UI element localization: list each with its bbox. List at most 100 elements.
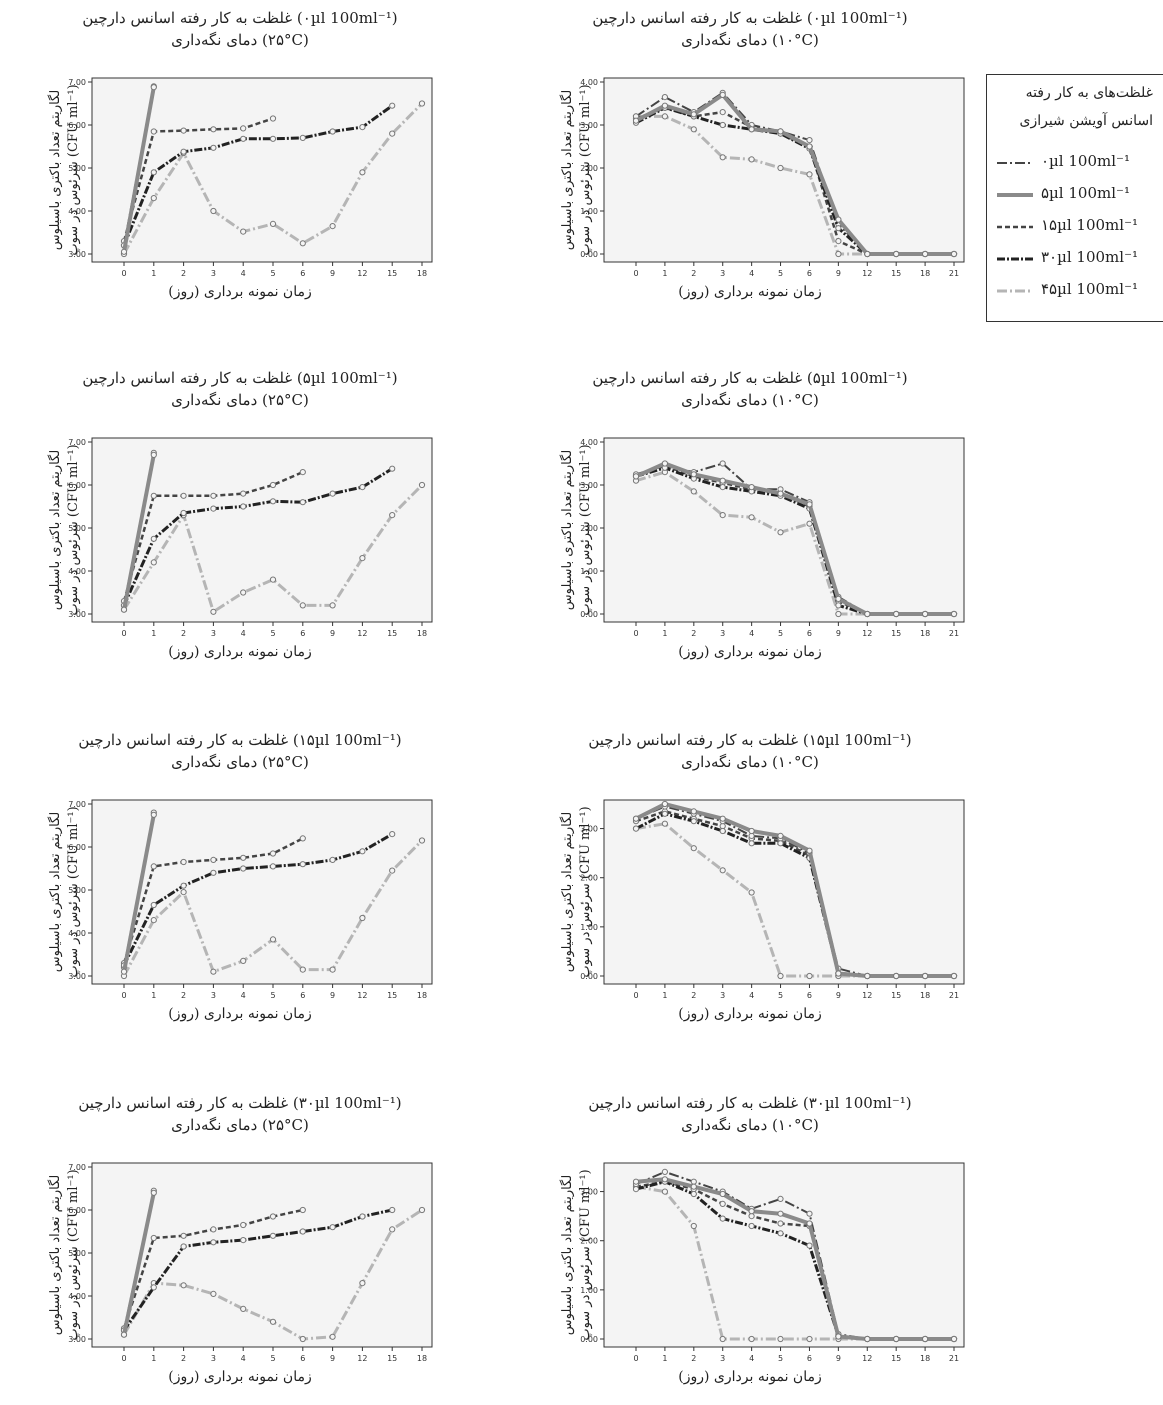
y-axis-label-line2: سرئوس در سوپ (CFU ml⁻¹) bbox=[66, 444, 81, 616]
data-point bbox=[661, 820, 668, 827]
x-tick-label: 18 bbox=[417, 991, 427, 1000]
data-point bbox=[150, 128, 157, 135]
x-tick-label: 0 bbox=[121, 1354, 126, 1363]
y-tick-label: 3.00 bbox=[580, 121, 598, 130]
data-point bbox=[210, 1226, 217, 1233]
data-point bbox=[418, 481, 426, 489]
y-tick-label: 4.00 bbox=[68, 207, 86, 216]
x-tick-label: 0 bbox=[121, 269, 126, 278]
x-tick-label: 12 bbox=[357, 991, 367, 1000]
data-point bbox=[950, 972, 958, 980]
legend-label-2: ۱۵µl 100ml⁻¹ bbox=[1041, 216, 1139, 234]
x-tick-label: 6 bbox=[807, 1354, 812, 1363]
x-tick-label: 12 bbox=[862, 1354, 872, 1363]
data-point bbox=[329, 856, 336, 863]
x-tick-label: 6 bbox=[807, 629, 812, 638]
x-tick-label: 12 bbox=[357, 629, 367, 638]
data-point bbox=[329, 1224, 336, 1231]
x-tick-label: 3 bbox=[211, 1354, 216, 1363]
data-point bbox=[210, 492, 217, 499]
y-tick-label: 1.00 bbox=[580, 207, 598, 216]
data-point bbox=[359, 169, 366, 176]
data-point bbox=[864, 610, 871, 618]
y-axis-label-line2: سرئوس در سوپ (CFU ml⁻¹) bbox=[578, 84, 593, 256]
data-point bbox=[748, 1222, 755, 1230]
data-point bbox=[806, 1220, 813, 1227]
data-point bbox=[777, 1195, 784, 1203]
data-point bbox=[359, 848, 366, 855]
chart-legend: غلظت‌های به کار رفته اسانس آویشن شیرازی … bbox=[986, 74, 1163, 322]
y-tick-label: 2.00 bbox=[580, 1237, 598, 1246]
data-point bbox=[835, 970, 842, 977]
chart-subtitle: دمای نگه‌داری (۱۰°C) bbox=[681, 753, 819, 771]
data-point bbox=[719, 477, 726, 484]
data-point bbox=[269, 1232, 277, 1239]
data-point bbox=[748, 1208, 755, 1215]
data-point bbox=[210, 608, 217, 615]
data-point bbox=[359, 484, 366, 491]
x-tick-label: 5 bbox=[778, 991, 783, 1000]
data-point bbox=[269, 220, 277, 227]
data-point bbox=[180, 1232, 187, 1239]
data-point bbox=[922, 250, 929, 258]
data-point bbox=[777, 972, 784, 980]
x-tick-label: 6 bbox=[300, 991, 305, 1000]
data-point bbox=[150, 451, 157, 459]
data-point bbox=[864, 250, 871, 258]
x-tick-label: 18 bbox=[920, 991, 930, 1000]
data-point bbox=[661, 102, 668, 109]
data-point bbox=[806, 143, 813, 150]
data-point bbox=[299, 966, 306, 973]
y-tick-label: 5.00 bbox=[68, 886, 86, 895]
data-point bbox=[299, 469, 306, 476]
legend-swatch-1 bbox=[997, 193, 1033, 197]
x-tick-label: 6 bbox=[807, 991, 812, 1000]
data-point bbox=[150, 169, 157, 176]
data-point bbox=[632, 825, 640, 832]
data-point bbox=[719, 109, 726, 116]
x-tick-label: 15 bbox=[387, 991, 397, 1000]
data-point bbox=[835, 595, 842, 602]
chart-plot: 0.001.002.003.000 1 2 3 4 5 6 9 12 15 18 21 bbox=[580, 1162, 965, 1363]
y-tick-label: 6.00 bbox=[68, 1206, 86, 1215]
data-point bbox=[748, 1335, 755, 1343]
y-tick-label: 3.00 bbox=[68, 1335, 86, 1344]
data-point bbox=[359, 124, 366, 131]
data-point bbox=[661, 800, 668, 808]
data-point bbox=[240, 1305, 247, 1312]
data-point bbox=[329, 966, 336, 973]
chart-subtitle: دمای نگه‌داری (۲۵°C) bbox=[171, 31, 309, 49]
x-tick-label: 15 bbox=[891, 629, 901, 638]
legend-label-0: ۰µl 100ml⁻¹ bbox=[1041, 152, 1130, 170]
data-point bbox=[240, 589, 247, 596]
data-point bbox=[835, 1333, 842, 1340]
data-point bbox=[240, 490, 247, 497]
plot-area bbox=[91, 1162, 433, 1348]
y-tick-label: 7.00 bbox=[68, 800, 86, 809]
x-tick-label: 0 bbox=[121, 629, 126, 638]
data-point bbox=[269, 576, 277, 583]
data-point bbox=[806, 847, 813, 854]
data-point bbox=[329, 602, 336, 609]
data-point bbox=[150, 1189, 157, 1196]
data-point bbox=[299, 1335, 306, 1343]
y-tick-label: 6.00 bbox=[68, 843, 86, 852]
data-point bbox=[864, 972, 871, 980]
legend-header-line1: غلظت‌های به کار رفته bbox=[1025, 85, 1153, 101]
data-point bbox=[719, 1190, 726, 1198]
data-point bbox=[150, 1234, 157, 1242]
y-tick-label: 3.00 bbox=[68, 972, 86, 981]
data-point bbox=[922, 972, 929, 980]
legend-swatch-2 bbox=[997, 225, 1033, 229]
data-point bbox=[359, 555, 366, 562]
data-point bbox=[777, 832, 784, 840]
y-tick-label: 2.00 bbox=[580, 164, 598, 173]
y-tick-label: 0.00 bbox=[580, 972, 598, 981]
chart-panel-7: غلظت به کار رفته اسانس دارچین (۳۰µl 100m… bbox=[510, 1085, 990, 1405]
x-tick-label: 9 bbox=[836, 991, 841, 1000]
x-tick-label: 18 bbox=[417, 1354, 427, 1363]
series-line-3 bbox=[122, 104, 394, 246]
x-tick-label: 1 bbox=[662, 629, 667, 638]
legend-swatch-0 bbox=[997, 162, 1033, 164]
series-line-4 bbox=[636, 114, 954, 256]
